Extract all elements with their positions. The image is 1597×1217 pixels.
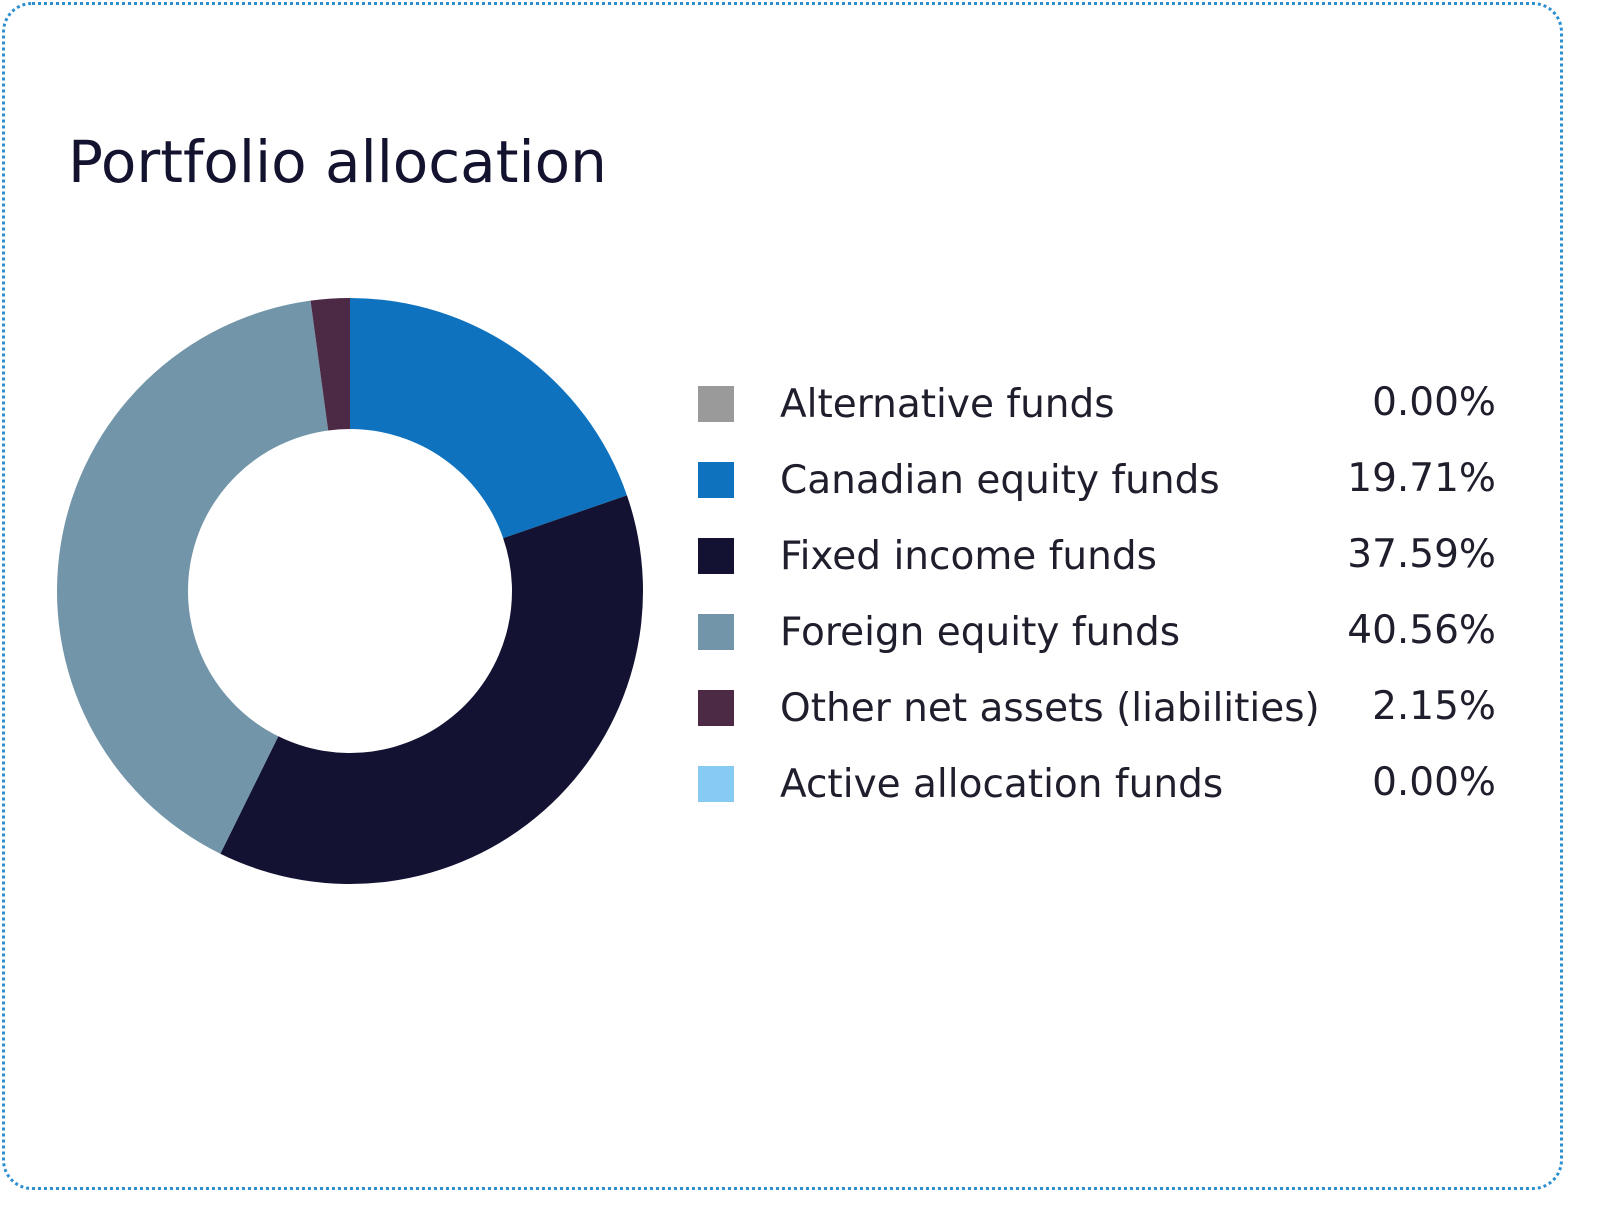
legend-swatch <box>698 462 734 498</box>
legend-item-foreign-equity-funds: Foreign equity funds 40.56% <box>698 594 1498 670</box>
legend-value: 40.56% <box>1347 608 1496 653</box>
legend-value: 37.59% <box>1347 532 1496 577</box>
legend-label: Fixed income funds <box>780 534 1157 579</box>
legend-swatch <box>698 614 734 650</box>
legend-value: 19.71% <box>1347 456 1496 501</box>
legend-label: Other net assets (liabilities) <box>780 686 1320 731</box>
legend-item-other-net-assets: Other net assets (liabilities) 2.15% <box>698 670 1498 746</box>
legend-swatch <box>698 386 734 422</box>
legend-value: 2.15% <box>1372 684 1496 729</box>
legend-item-active-allocation-funds: Active allocation funds 0.00% <box>698 746 1498 822</box>
legend-label: Foreign equity funds <box>780 610 1181 655</box>
chart-title: Portfolio allocation <box>68 128 607 196</box>
legend-swatch <box>698 766 734 802</box>
legend-swatch <box>698 538 734 574</box>
legend-swatch <box>698 690 734 726</box>
legend-label: Active allocation funds <box>780 762 1224 807</box>
legend-value: 0.00% <box>1372 760 1496 805</box>
legend-item-canadian-equity-funds: Canadian equity funds 19.71% <box>698 442 1498 518</box>
chart-legend: Alternative funds 0.00% Canadian equity … <box>698 366 1498 822</box>
legend-label: Canadian equity funds <box>780 458 1220 503</box>
legend-item-alternative-funds: Alternative funds 0.00% <box>698 366 1498 442</box>
legend-label: Alternative funds <box>780 382 1115 427</box>
legend-item-fixed-income-funds: Fixed income funds 37.59% <box>698 518 1498 594</box>
legend-value: 0.00% <box>1372 380 1496 425</box>
